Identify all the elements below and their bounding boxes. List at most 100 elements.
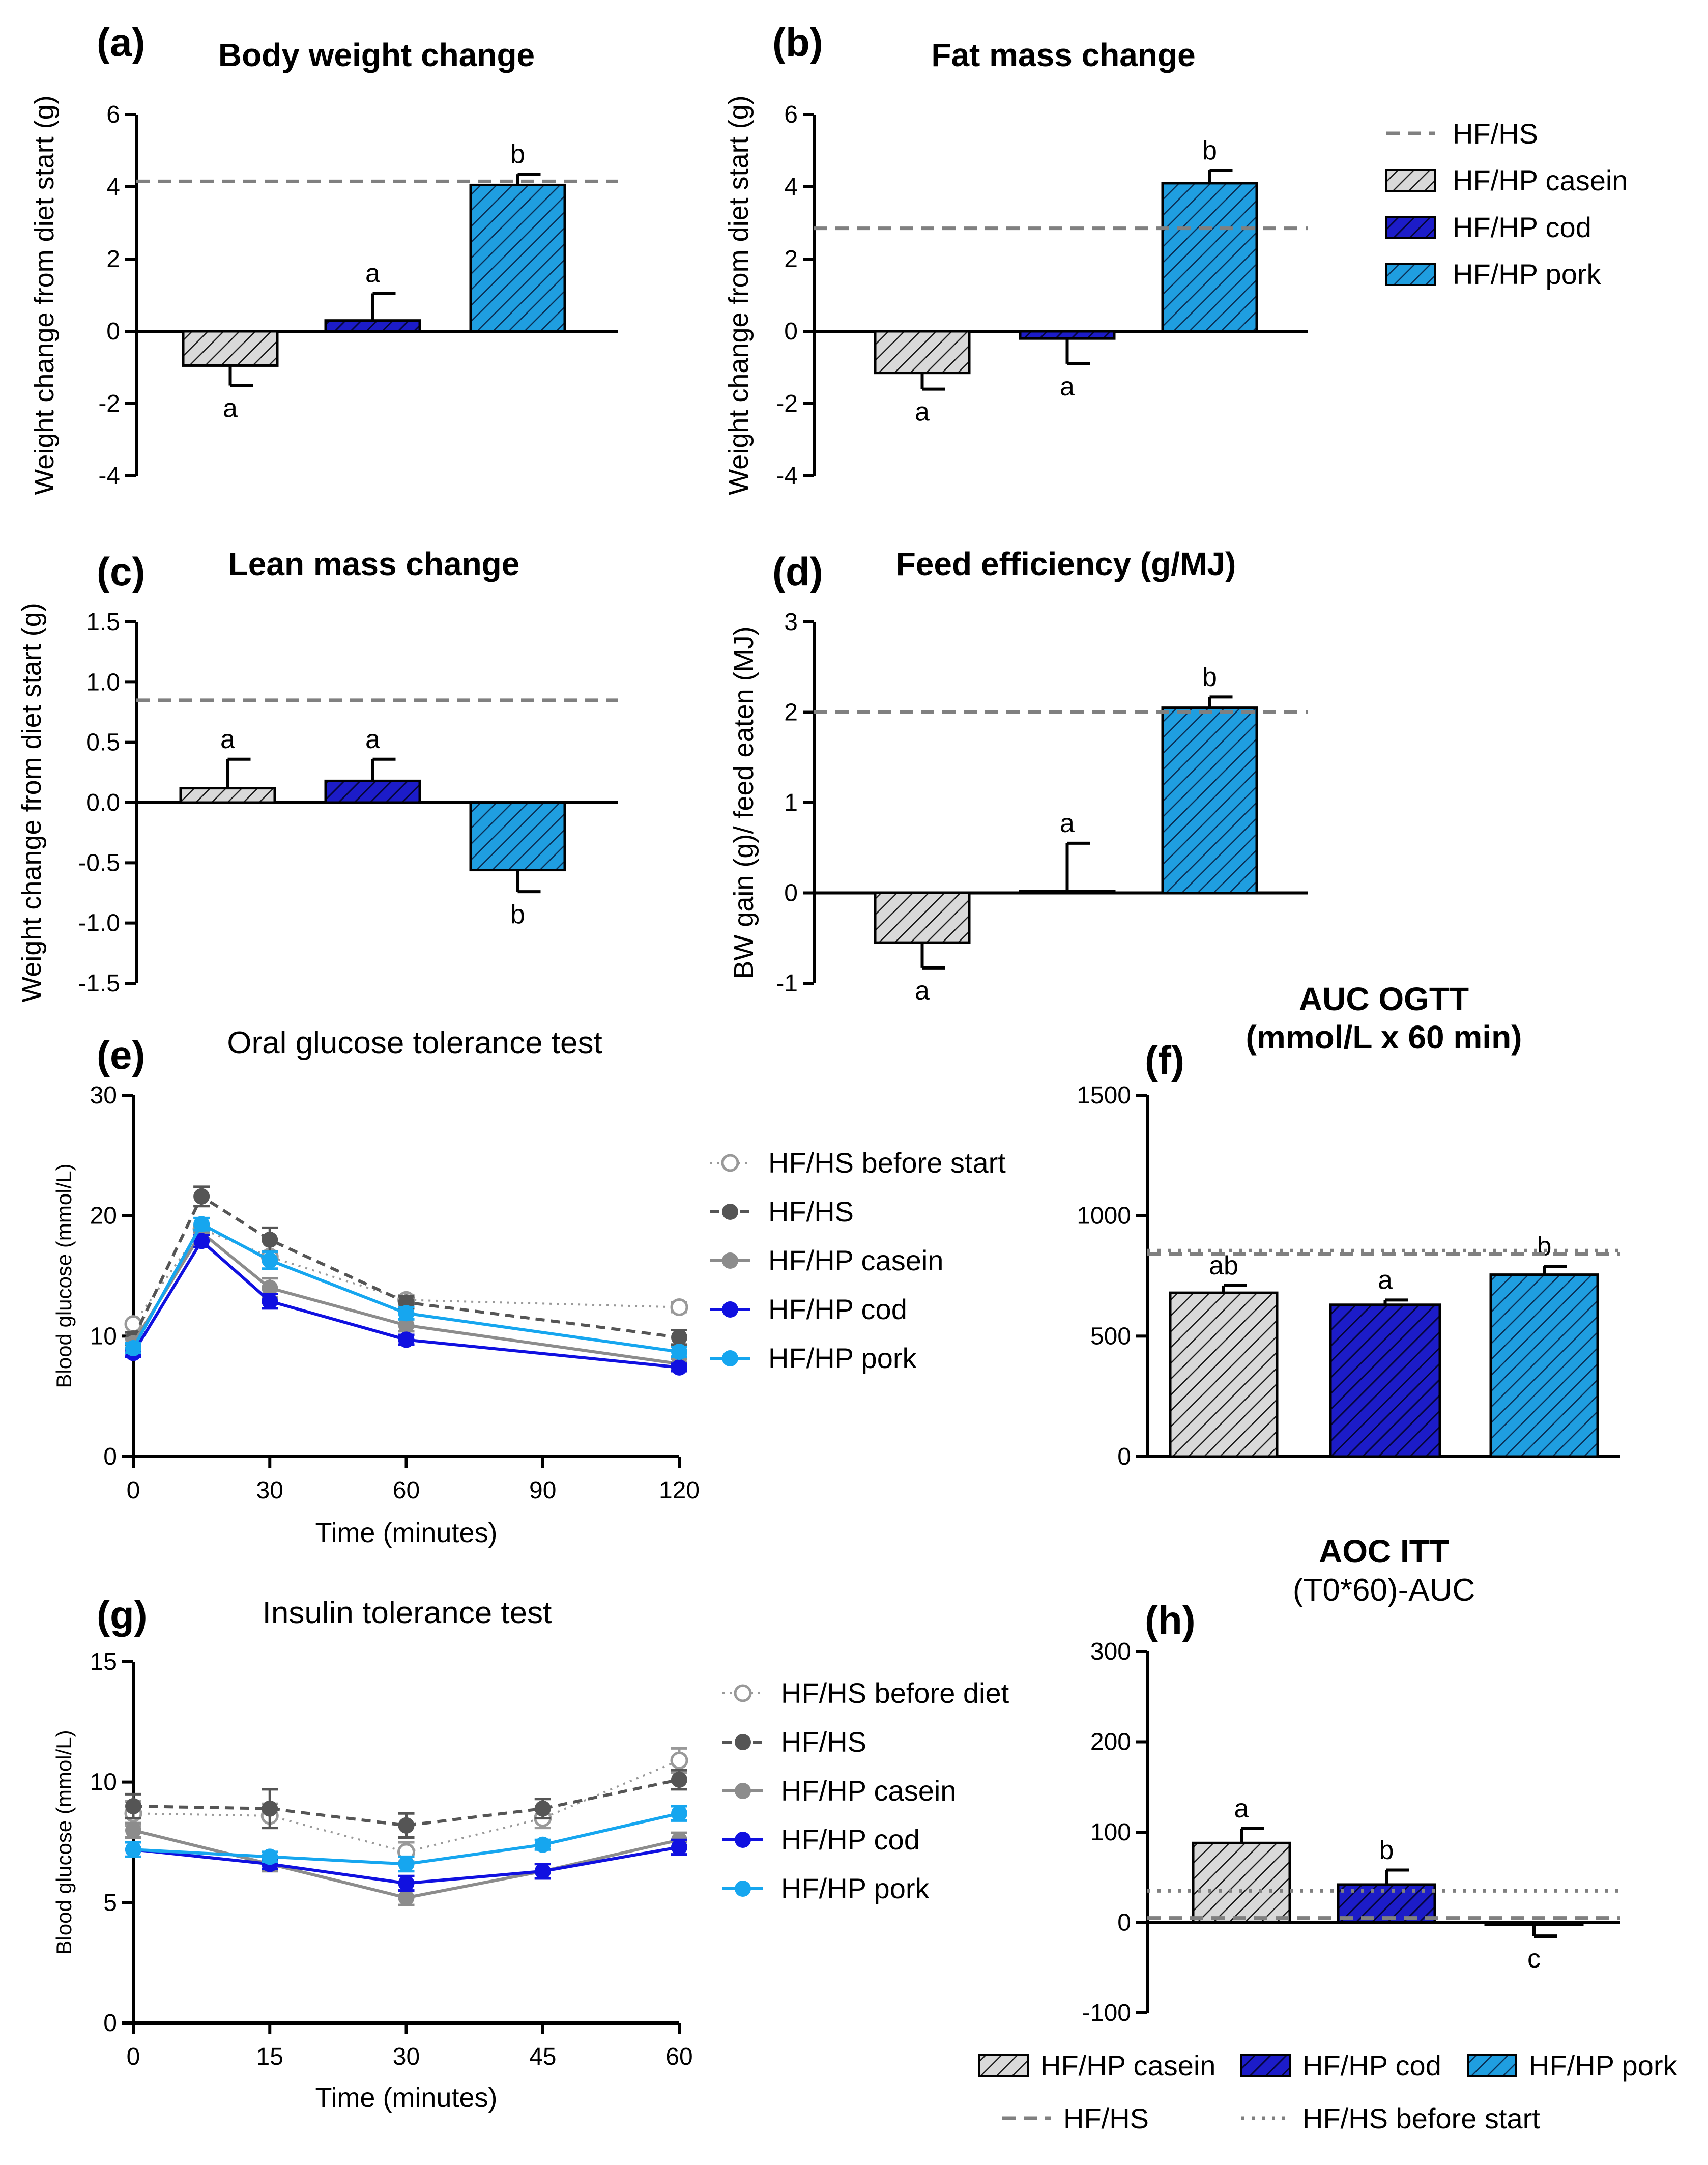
- legend-label: HF/HS: [768, 1195, 854, 1228]
- panel-b-plot: -4 -2 0 2 4 6 Weight change from diet start (g…: [723, 95, 1308, 495]
- y-tick-label: 0.5: [86, 729, 120, 756]
- series-point-2: [125, 1822, 141, 1839]
- y-axis-label: Blood glucose (mmol/L): [52, 1163, 76, 1388]
- series-point-4: [398, 1856, 415, 1872]
- series-point-1: [193, 1188, 210, 1205]
- y-axis-label: Weight change from diet start (g): [29, 95, 60, 495]
- bar-cod: [324, 319, 421, 333]
- y-tick-label: -2: [776, 390, 798, 417]
- series-point-3: [398, 1875, 415, 1892]
- significance-casein: a: [220, 725, 235, 754]
- significance-pork: b: [510, 139, 525, 169]
- y-tick-label: 30: [90, 1082, 117, 1109]
- bar-pork: [469, 801, 566, 872]
- x-tick-label: 120: [659, 1477, 700, 1504]
- significance-cod: a: [1060, 809, 1075, 838]
- series-point-1: [671, 1771, 687, 1788]
- significance-cod: a: [1378, 1265, 1393, 1295]
- y-tick-label: 15: [90, 1648, 117, 1675]
- significance-pork: b: [1202, 662, 1217, 692]
- x-tick-label: 60: [393, 1477, 420, 1504]
- y-tick-label: -4: [98, 463, 120, 490]
- y-axis-label: BW gain (g)/ feed eaten (MJ): [729, 626, 759, 979]
- legend-label: HF/HP casein: [781, 1775, 956, 1807]
- bar-casein: [874, 892, 971, 944]
- significance-pork: c: [1527, 1944, 1541, 1974]
- y-tick-label: 0: [1117, 1443, 1131, 1470]
- y-tick-label: 0: [1117, 1910, 1131, 1936]
- y-tick-label: 10: [90, 1769, 117, 1796]
- series-point-3: [262, 1293, 278, 1309]
- series-point-4: [125, 1841, 141, 1858]
- y-tick-label: 1000: [1077, 1203, 1131, 1230]
- significance-cod: a: [1060, 372, 1075, 402]
- y-tick-label: 2: [106, 246, 120, 273]
- y-tick-label: 300: [1090, 1638, 1131, 1665]
- series-point-4: [534, 1836, 551, 1853]
- series-point-3: [398, 1331, 415, 1348]
- series-point-3: [534, 1863, 551, 1879]
- series-point-0: [670, 1751, 688, 1770]
- y-tick-label: 2: [784, 246, 798, 273]
- legend-marker: [735, 1734, 751, 1750]
- bar-cod: [1329, 1303, 1441, 1458]
- y-tick-label: -4: [776, 463, 798, 490]
- legend-marker: [735, 1881, 751, 1897]
- legend-label: HF/HS: [781, 1726, 866, 1758]
- y-axis-label: Weight change from diet start (g): [723, 95, 754, 495]
- x-tick-label: 0: [127, 2043, 140, 2070]
- legend-label: HF/HS before start: [768, 1147, 1006, 1179]
- legend-marker: [735, 1832, 751, 1848]
- legend-label: HF/HP pork: [1529, 2049, 1677, 2082]
- series-point-1: [262, 1232, 278, 1248]
- legend-swatch-cod: [1385, 216, 1436, 239]
- y-tick-label: 4: [784, 174, 798, 201]
- y-tick-label: 6: [784, 101, 798, 128]
- panel-d-plot: -1 0 1 2 3 BW gain (g)/ feed eaten (MJ) a a b: [729, 609, 1308, 1006]
- y-tick-label: 100: [1090, 1819, 1131, 1846]
- panel-f-letter: (f): [1145, 1038, 1184, 1082]
- significance-cod: a: [365, 259, 380, 288]
- legend-label: HF/HP cod: [1453, 211, 1591, 243]
- y-tick-label: 1.5: [86, 609, 120, 636]
- x-axis-label: Time (minutes): [315, 1518, 497, 1548]
- x-tick-label: 60: [665, 2043, 692, 2070]
- legend-label: HF/HP casein: [1453, 164, 1628, 196]
- series-point-3: [671, 1359, 687, 1376]
- panel-c-letter: (c): [97, 549, 145, 594]
- series-point-1: [262, 1800, 278, 1817]
- y-tick-label: 1500: [1077, 1082, 1131, 1109]
- y-tick-label: 0: [784, 318, 798, 345]
- panel-g-plot: 0 5 10 15 0 15 30 45 60 Time (minutes) Blood gluco…: [52, 1648, 693, 2113]
- y-tick-label: 500: [1090, 1323, 1131, 1350]
- y-tick-label: 3: [784, 609, 798, 636]
- legend-label: HF/HS: [1063, 2102, 1149, 2134]
- series-point-4: [671, 1805, 687, 1822]
- panel-e-plot: 0 10 20 30 0 30 60 90 120 Time (minutes) Blood glu…: [52, 1082, 700, 1548]
- bar-pork: [1161, 706, 1258, 894]
- panel-a-title: Body weight change: [218, 37, 535, 73]
- panel-f-title-line1: AUC OGTT: [1299, 981, 1469, 1017]
- y-tick-label: 1.0: [86, 669, 120, 696]
- bar-cod: [1019, 330, 1116, 340]
- significance-cod: a: [365, 725, 380, 754]
- panel-g-title: Insulin tolerance test: [263, 1596, 552, 1631]
- panel-c-title: Lean mass change: [228, 546, 520, 582]
- legend-label: HF/HP pork: [781, 1872, 930, 1904]
- series-point-1: [398, 1817, 415, 1834]
- legend-top: HF/HS HF/HP casein HF/HP cod HF/HP pork: [1385, 118, 1628, 290]
- panel-h-plot: -100 0 100 200 300 a b c: [1082, 1638, 1620, 2027]
- significance-casein: a: [223, 394, 238, 423]
- significance-pork: b: [1537, 1232, 1552, 1261]
- x-tick-label: 30: [256, 1477, 283, 1504]
- bar-casein: [874, 330, 971, 375]
- panel-b-title: Fat mass change: [931, 37, 1195, 73]
- series-point-1: [125, 1798, 141, 1814]
- legend-swatch-pork: [1385, 263, 1436, 286]
- legend-swatch-casein: [978, 2054, 1029, 2077]
- panel-e-title: Oral glucose tolerance test: [227, 1025, 602, 1061]
- legend-swatch-cod: [1240, 2054, 1291, 2077]
- bar-casein: [182, 330, 279, 367]
- legend-label: HF/HP cod: [781, 1824, 920, 1856]
